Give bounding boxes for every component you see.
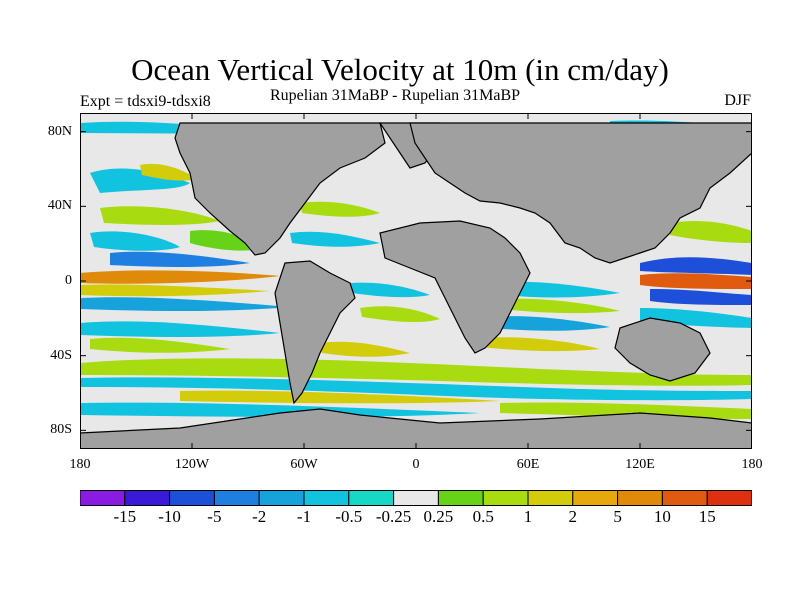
africa <box>379 220 531 354</box>
colorbar-swatch <box>393 490 439 506</box>
lon-label: 180 <box>69 457 91 472</box>
field-patch-wp4 <box>670 220 752 243</box>
field-patch-wp2 <box>640 273 752 289</box>
field-patch-so2 <box>80 377 752 401</box>
colorbar-swatch <box>348 490 395 506</box>
lat-label: 40S <box>50 347 72 363</box>
colorbar-label: 1 <box>523 507 533 526</box>
field-patch-eq1 <box>80 270 280 284</box>
colorbar-label: -1 <box>296 507 312 526</box>
colorbar-swatch <box>213 490 260 506</box>
field-patch-so1 <box>80 358 752 386</box>
lat-label: 0 <box>65 273 72 288</box>
world-map <box>80 113 752 449</box>
colorbar-label: 2 <box>568 507 578 526</box>
field-patch-io2 <box>500 298 620 314</box>
colorbar-swatch <box>482 490 529 506</box>
colorbar-swatch <box>258 490 305 506</box>
experiment-label: Expt = tdsxi9-tdsxi8 <box>80 93 211 110</box>
lon-tick-marks <box>80 113 752 449</box>
eurasia <box>409 122 752 264</box>
field-patch-np1 <box>90 168 190 193</box>
field-patch-eq4 <box>80 321 280 337</box>
antarctica <box>80 408 752 449</box>
lon-label: 0 <box>412 457 420 472</box>
field-patch-wp1 <box>640 257 752 275</box>
season-label: DJF <box>724 92 751 109</box>
colorbar-swatch <box>303 490 350 506</box>
australia <box>614 317 711 382</box>
colorbar-swatch <box>572 490 619 506</box>
field-patch-eq2 <box>80 284 270 297</box>
field-patch-np2 <box>100 206 220 225</box>
map-title: Ocean Vertical Velocity at 10m (in cm/da… <box>131 52 669 87</box>
field-patch-at2 <box>290 231 380 247</box>
colorbar-swatch <box>124 490 171 506</box>
colorbar-label: 0.5 <box>472 507 494 526</box>
field-patch-at1 <box>300 201 380 217</box>
colorbar-swatch <box>80 490 126 506</box>
land-masses <box>80 122 752 449</box>
colorbar-label: -5 <box>207 507 222 526</box>
colorbar-label: 15 <box>698 507 716 526</box>
colorbar-swatch <box>527 490 574 506</box>
colorbar-label: -2 <box>252 507 267 526</box>
field-patch-at3 <box>350 282 430 298</box>
field-patch-wp3 <box>650 289 752 305</box>
colorbar-label: 5 <box>613 507 622 526</box>
field-patch-eq3 <box>80 297 290 311</box>
field-patch-io4 <box>480 337 600 352</box>
lat-tick-marks <box>80 131 752 431</box>
period-subtitle: Rupelian 31MaBP - Rupelian 31MaBP <box>270 87 521 104</box>
lon-label: 180 <box>741 457 763 472</box>
north-america <box>174 122 386 256</box>
colorbar-label: -10 <box>158 507 181 526</box>
colorbar-label: 0.25 <box>423 507 454 526</box>
field-patch-so3 <box>180 390 500 404</box>
field-patch-np3 <box>140 163 198 181</box>
colorbar-label: 10 <box>653 507 671 526</box>
colorbar-label: -15 <box>113 507 137 526</box>
lat-label: 80S <box>50 422 72 438</box>
field-patch-io3 <box>480 316 610 331</box>
lon-label: 60W <box>290 457 318 472</box>
field-patch-at5 <box>320 341 410 357</box>
colorbar <box>80 490 752 506</box>
field-patch-np4 <box>90 231 180 251</box>
field-patch-eq5 <box>90 337 230 353</box>
lat-label: 40N <box>47 198 72 214</box>
lon-label: 120E <box>625 457 655 472</box>
lat-label: 80N <box>47 123 72 139</box>
field-patch-np5 <box>190 230 260 251</box>
colorbar-swatch <box>437 490 484 506</box>
colorbar-swatch <box>661 490 708 506</box>
field-patch-np6 <box>110 251 250 267</box>
lon-label: 60E <box>516 457 540 472</box>
colorbar-swatch <box>706 490 752 506</box>
colorbar-label: -0.5 <box>335 507 363 526</box>
lon-label: 120W <box>174 457 210 472</box>
colorbar-swatch <box>617 490 663 506</box>
colorbar-label: -0.25 <box>375 507 412 526</box>
south-america <box>274 260 356 405</box>
field-patch-at4 <box>360 306 440 323</box>
field-patch-so5 <box>500 402 752 419</box>
colorbar-swatch <box>169 490 215 506</box>
field-patch-so4 <box>80 402 480 417</box>
velocity-field <box>80 120 752 419</box>
